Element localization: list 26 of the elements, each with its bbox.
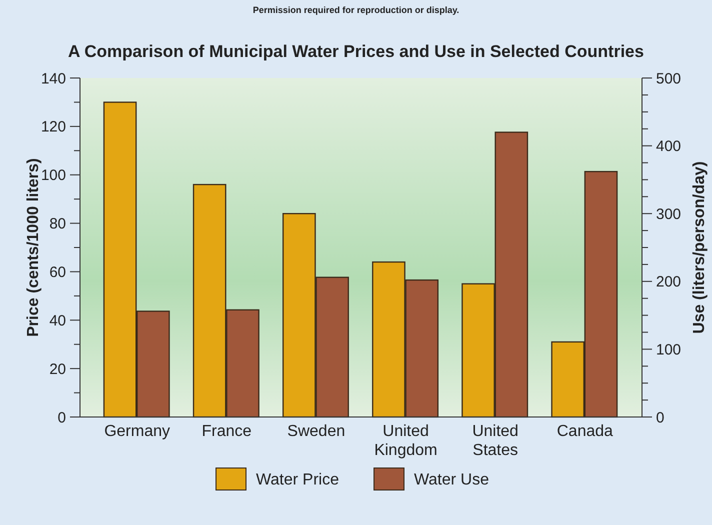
y-tick-label: 60 — [49, 264, 66, 281]
x-tick-label: Canada — [556, 423, 614, 440]
x-tick-label: Germany — [104, 423, 170, 440]
y-tick-label: 140 — [40, 70, 66, 88]
y-tick-label: 100 — [40, 167, 66, 184]
x-tick-label: United States — [472, 423, 518, 459]
x-tick-label: Sweden — [287, 423, 346, 440]
legend-label: Water Price — [256, 472, 340, 489]
y-tick-label: 120 — [40, 118, 66, 136]
x-tick-label: France — [202, 423, 252, 440]
y2-tick-label: 500 — [656, 70, 682, 88]
y-tick-label: 0 — [58, 409, 66, 426]
legend-label: Water Use — [414, 472, 490, 489]
y-tick-label: 80 — [49, 216, 66, 233]
x-tick-label: United Kingdom — [374, 423, 438, 459]
y-tick-label: 40 — [49, 312, 66, 330]
chart-title: A Comparison of Municipal Water Prices and Use in Selected Countries — [68, 42, 644, 61]
y-axis-title: Price (cents/1000 liters) — [25, 158, 42, 337]
y2-axis-title: Use (liters/person/day) — [691, 161, 708, 334]
y2-tick-label: 100 — [656, 341, 682, 358]
text: Permission required for reproduction or display. — [252, 5, 460, 15]
y2-tick-label: 200 — [656, 274, 682, 291]
y-tick-label: 20 — [49, 360, 66, 378]
y2-tick-label: 300 — [656, 206, 682, 223]
y2-tick-label: 0 — [656, 409, 664, 426]
y2-tick-label: 400 — [656, 138, 682, 156]
